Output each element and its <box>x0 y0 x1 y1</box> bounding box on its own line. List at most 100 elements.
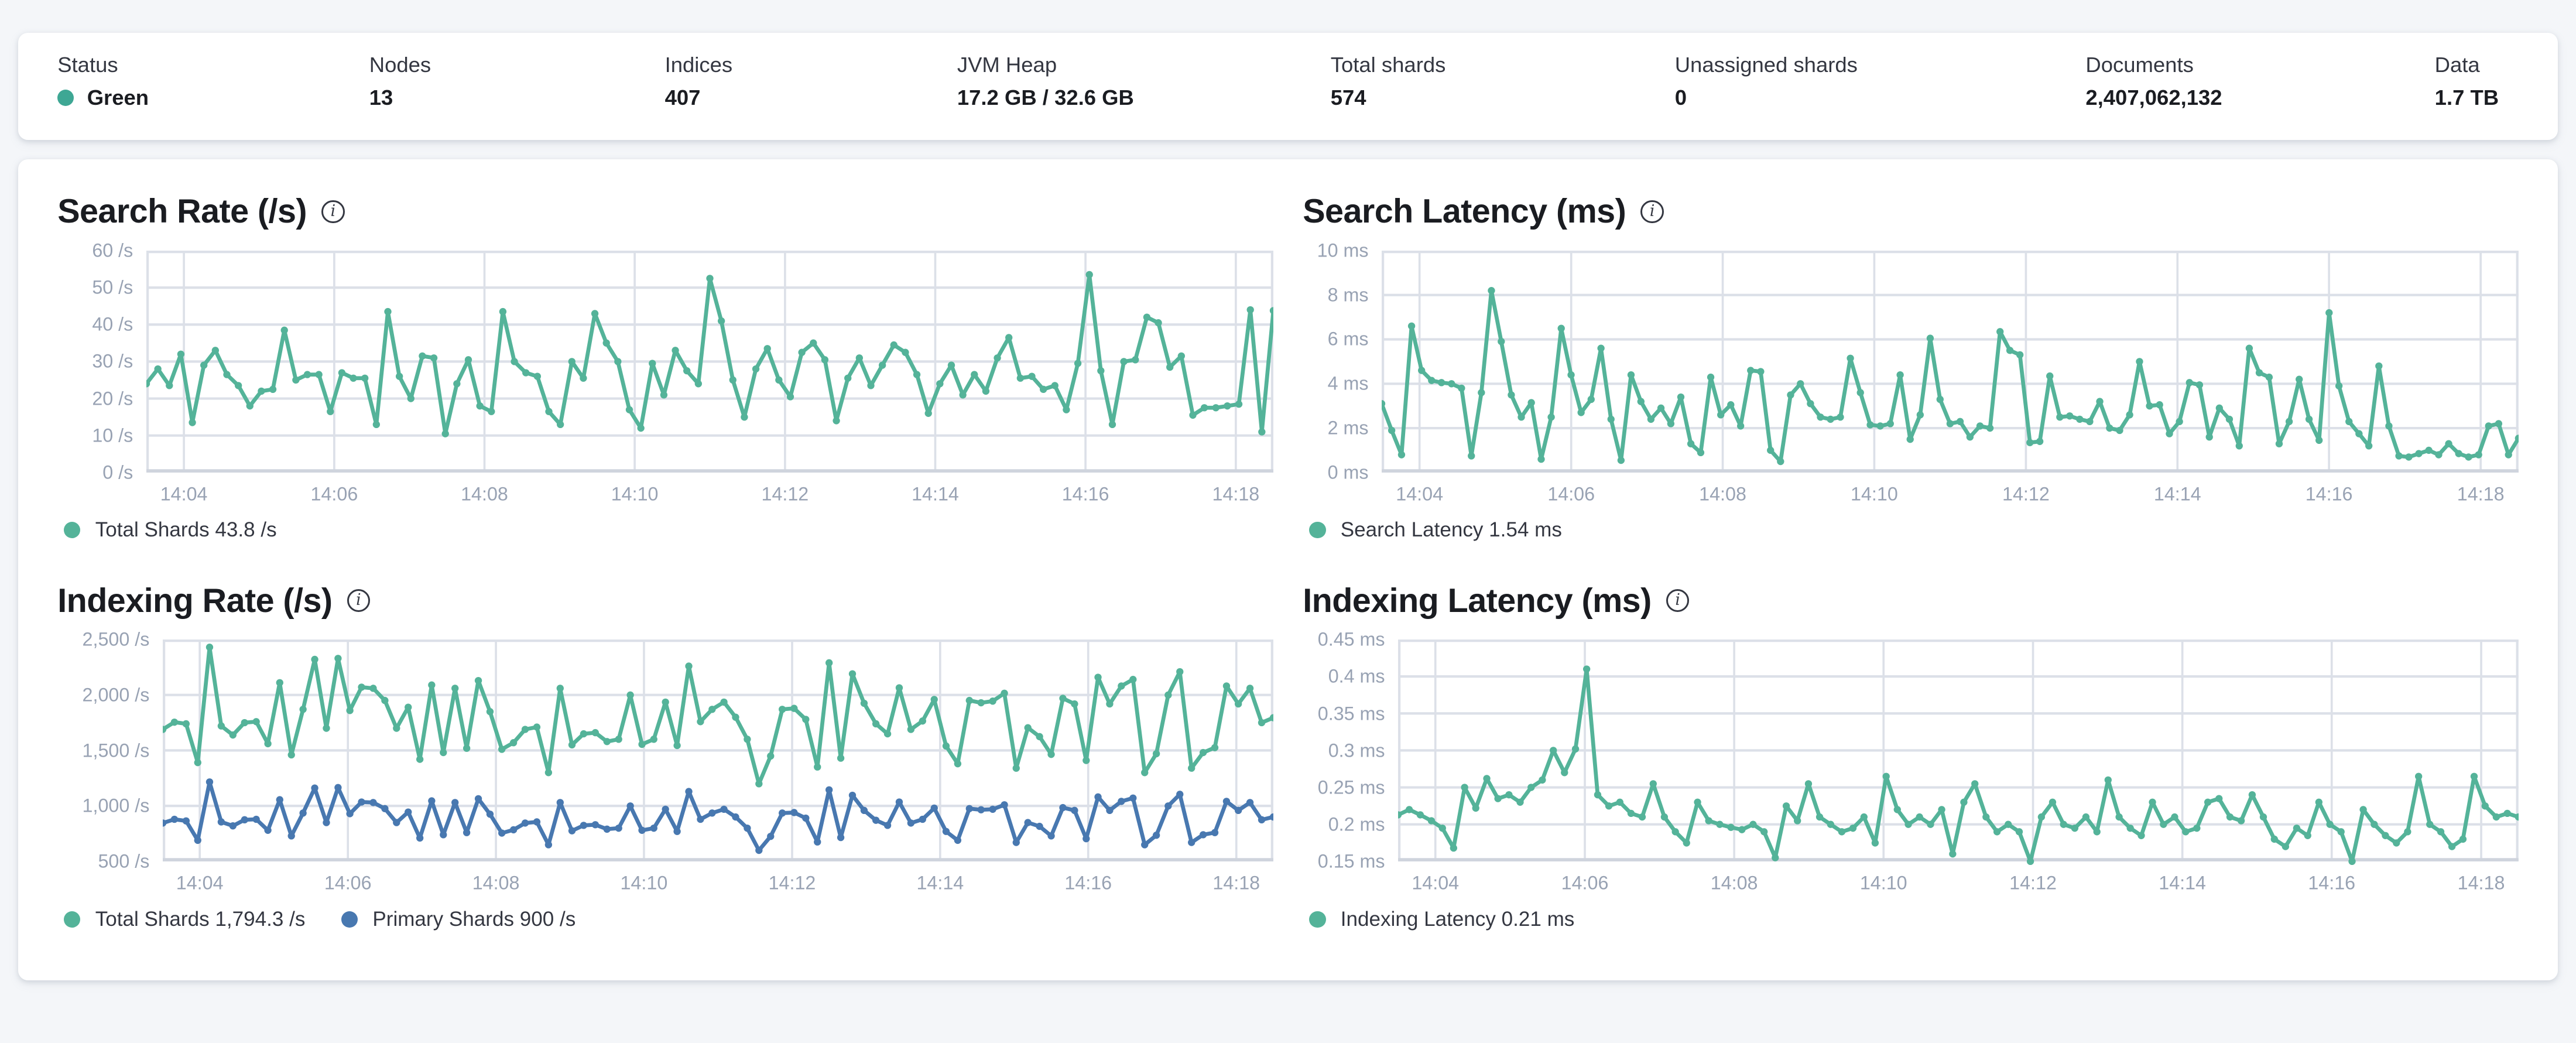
chart-svg: 14:04 14:06 14:08 14:10 14:12 14:14 14:16 14:18 <box>1381 250 2519 504</box>
svg-text:14:08: 14:08 <box>472 873 519 894</box>
metric-value: 2,407,062,132 <box>2085 86 2222 110</box>
y-tick-label: 60 /s <box>92 240 133 261</box>
y-tick-label: 500 /s <box>98 850 150 872</box>
metric-value: 1.7 TB <box>2434 86 2499 110</box>
metric-status: Status Green <box>57 51 369 112</box>
chart-title-row: Indexing Rate (/s) i <box>57 582 1273 620</box>
chart-legend: Total Shards 1,794.3 /s Primary Shards 90… <box>57 908 1273 931</box>
chart-canvas[interactable]: 14:04 14:06 14:08 14:10 14:12 14:14 14:16 14:18 <box>1398 640 2519 901</box>
legend-label: Total Shards 43.8 /s <box>95 518 277 542</box>
metric-label: Indices <box>664 52 733 77</box>
metric-label: Data <box>2434 52 2480 77</box>
series-primary-shards <box>162 778 1273 854</box>
legend-item[interactable]: Total Shards 1,794.3 /s <box>64 908 305 931</box>
cluster-overview-page: Status Green Nodes 13 Indices 407 JVM He… <box>18 33 2558 980</box>
svg-text:14:18: 14:18 <box>1212 483 1259 504</box>
legend-label: Indexing Latency 0.21 ms <box>1340 907 1575 931</box>
chart-title-row: Search Rate (/s) i <box>57 192 1273 231</box>
cluster-summary-bar: Status Green Nodes 13 Indices 407 JVM He… <box>18 33 2558 140</box>
metric-label: Nodes <box>369 52 431 77</box>
svg-text:14:16: 14:16 <box>1061 483 1109 504</box>
chart-svg: 14:04 14:06 14:08 14:10 14:12 14:14 14:16 14:18 <box>162 640 1273 894</box>
chart-title: Search Latency (ms) <box>1303 193 1626 231</box>
svg-text:14:10: 14:10 <box>620 873 667 894</box>
legend-label: Primary Shards 900 /s <box>372 907 576 931</box>
y-axis-labels: 0.45 ms 0.4 ms 0.35 ms 0.3 ms 0.25 ms 0.2 ms 0… <box>1303 629 1398 872</box>
legend-item[interactable]: Total Shards 43.8 /s <box>64 518 277 542</box>
chart-canvas[interactable]: 14:04 14:06 14:08 14:10 14:12 14:14 14:16 14:18 <box>162 640 1273 901</box>
status-text: Green <box>87 86 149 110</box>
chart-title: Search Rate (/s) <box>57 193 307 231</box>
chart-indexing-latency: Indexing Latency (ms) i 0.45 ms 0.4 ms 0.3… <box>1303 582 2519 931</box>
svg-text:14:16: 14:16 <box>2308 873 2355 894</box>
chart-search-latency: Search Latency (ms) i 10 ms 8 ms 6 ms 4 ms 2… <box>1303 192 2519 542</box>
svg-text:14:10: 14:10 <box>611 483 658 504</box>
metric-jvm-heap: JVM Heap 17.2 GB / 32.6 GB <box>957 51 1331 112</box>
svg-text:14:12: 14:12 <box>768 873 816 894</box>
chart-legend: Total Shards 43.8 /s <box>57 518 1273 542</box>
y-tick-label: 0.35 ms <box>1317 703 1385 724</box>
y-tick-label: 0.15 ms <box>1317 850 1385 872</box>
metric-value: 574 <box>1330 86 1366 110</box>
svg-text:14:10: 14:10 <box>1860 873 1907 894</box>
y-tick-label: 0 ms <box>1327 461 1369 483</box>
info-icon[interactable]: i <box>347 589 370 613</box>
y-tick-label: 4 ms <box>1327 372 1369 394</box>
svg-text:14:10: 14:10 <box>1851 483 1898 504</box>
grid-lines <box>146 250 1273 473</box>
metric-label: Unassigned shards <box>1674 52 1858 77</box>
chart-svg: 14:04 14:06 14:08 14:10 14:12 14:14 14:16 14:18 <box>1398 640 2519 894</box>
chart-canvas[interactable]: 14:04 14:06 14:08 14:10 14:12 14:14 14:16 14:18 <box>1381 250 2519 512</box>
chart-svg: 14:04 14:06 14:08 14:10 14:12 14:14 14:16 14:18 <box>146 250 1273 504</box>
y-tick-label: 2,000 /s <box>82 684 150 706</box>
y-axis-labels: 2,500 /s 2,000 /s 1,500 /s 1,000 /s 500 /s <box>57 629 163 872</box>
y-tick-label: 8 ms <box>1327 284 1369 306</box>
legend-item[interactable]: Primary Shards 900 /s <box>341 908 576 931</box>
metric-nodes: Nodes 13 <box>369 51 665 112</box>
chart-title-row: Search Latency (ms) i <box>1303 192 2519 231</box>
chart-title: Indexing Rate (/s) <box>57 582 333 620</box>
y-tick-label: 0.45 ms <box>1317 628 1385 650</box>
metric-label: JVM Heap <box>957 52 1057 77</box>
series-total-shards <box>146 271 1273 437</box>
y-tick-label: 20 /s <box>92 388 133 409</box>
svg-text:14:14: 14:14 <box>2154 483 2201 504</box>
legend-dot-icon <box>341 911 358 928</box>
svg-text:14:04: 14:04 <box>160 483 207 504</box>
y-tick-label: 1,500 /s <box>82 740 150 761</box>
chart-title: Indexing Latency (ms) <box>1303 582 1652 620</box>
x-axis-labels: 14:04 14:06 14:08 14:10 14:12 14:14 14:16 14:18 <box>1396 483 2504 504</box>
svg-text:14:14: 14:14 <box>2159 873 2206 894</box>
svg-text:14:12: 14:12 <box>2002 483 2050 504</box>
svg-text:14:04: 14:04 <box>176 873 224 894</box>
svg-text:14:08: 14:08 <box>1711 873 1758 894</box>
metric-value: 0 <box>1674 86 1687 110</box>
svg-text:14:04: 14:04 <box>1396 483 1443 504</box>
y-tick-label: 1,000 /s <box>82 795 150 816</box>
chart-title-row: Indexing Latency (ms) i <box>1303 582 2519 620</box>
chart-area: 0.45 ms 0.4 ms 0.35 ms 0.3 ms 0.25 ms 0.2 ms 0… <box>1303 629 2519 901</box>
metric-value: 13 <box>369 86 393 110</box>
x-axis-labels: 14:04 14:06 14:08 14:10 14:12 14:14 14:16 14:18 <box>1412 873 2505 894</box>
info-icon[interactable]: i <box>321 200 345 223</box>
metric-value: 407 <box>664 86 701 110</box>
legend-item[interactable]: Search Latency 1.54 ms <box>1309 518 1562 542</box>
y-axis-labels: 60 /s 50 /s 40 /s 30 /s 20 /s 10 /s 0 /s <box>57 240 146 483</box>
y-tick-label: 50 /s <box>92 276 133 298</box>
legend-item[interactable]: Indexing Latency 0.21 ms <box>1309 908 1574 931</box>
legend-dot-icon <box>64 522 81 539</box>
metric-documents: Documents 2,407,062,132 <box>2085 51 2434 112</box>
metric-unassigned-shards: Unassigned shards 0 <box>1675 51 2086 112</box>
y-tick-label: 0.4 ms <box>1328 665 1385 687</box>
x-axis-labels: 14:04 14:06 14:08 14:10 14:12 14:14 14:16 14:18 <box>176 873 1260 894</box>
chart-indexing-rate: Indexing Rate (/s) i 2,500 /s 2,000 /s 1,5… <box>57 582 1273 931</box>
series-search-latency <box>1381 286 2519 466</box>
svg-text:14:06: 14:06 <box>310 483 358 504</box>
metric-indices: Indices 407 <box>665 51 957 112</box>
chart-canvas[interactable]: 14:04 14:06 14:08 14:10 14:12 14:14 14:16 14:18 <box>146 250 1273 512</box>
info-icon[interactable]: i <box>1640 200 1664 223</box>
chart-area: 60 /s 50 /s 40 /s 30 /s 20 /s 10 /s 0 /s 14:04… <box>57 240 1273 512</box>
svg-text:14:06: 14:06 <box>324 873 372 894</box>
info-icon[interactable]: i <box>1666 589 1690 613</box>
chart-area: 2,500 /s 2,000 /s 1,500 /s 1,000 /s 500 /s 1… <box>57 629 1273 901</box>
